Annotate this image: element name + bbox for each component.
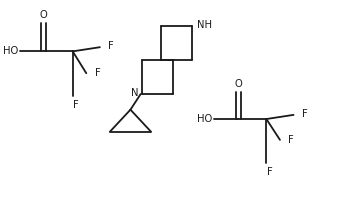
Text: F: F (73, 100, 79, 110)
Text: O: O (234, 79, 242, 89)
Text: O: O (40, 10, 48, 20)
Text: HO: HO (197, 114, 212, 124)
Text: HO: HO (3, 46, 18, 56)
Text: F: F (108, 41, 114, 51)
Text: F: F (267, 167, 273, 177)
Text: NH: NH (197, 20, 212, 30)
Text: F: F (302, 109, 308, 119)
Text: F: F (289, 135, 294, 145)
Text: N: N (131, 88, 138, 98)
Text: F: F (95, 68, 100, 78)
